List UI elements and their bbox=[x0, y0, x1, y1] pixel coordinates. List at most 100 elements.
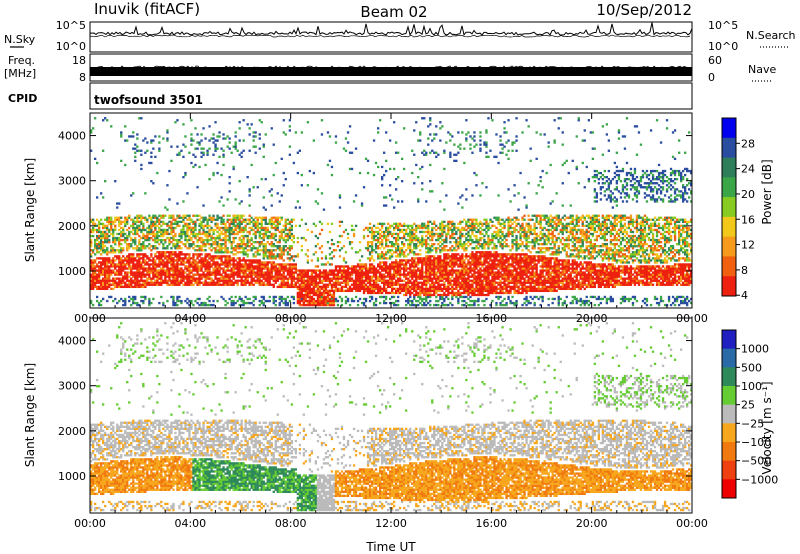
range-gate-cell bbox=[184, 267, 187, 270]
range-gate-cell bbox=[372, 301, 376, 305]
range-gate-cell bbox=[435, 275, 438, 278]
range-gate-cell bbox=[128, 259, 131, 262]
range-gate-cell bbox=[166, 269, 169, 272]
sky-noise-frame bbox=[89, 21, 693, 53]
range-gate-cell bbox=[264, 265, 267, 268]
range-gate-cell bbox=[162, 228, 165, 232]
range-gate-cell bbox=[138, 269, 141, 272]
range-gate-cell bbox=[114, 241, 117, 244]
range-gate-cell bbox=[441, 279, 444, 282]
range-gate-cell bbox=[272, 249, 275, 252]
range-gate-cell bbox=[252, 218, 255, 221]
range-gate-cell bbox=[182, 283, 185, 286]
range-gate-cell bbox=[314, 301, 318, 305]
range-gate-cell bbox=[445, 263, 448, 266]
range-gate-cell bbox=[320, 287, 324, 291]
range-gate-cell bbox=[116, 285, 119, 289]
range-gate-cell bbox=[136, 281, 139, 284]
range-gate-cell bbox=[150, 226, 153, 230]
range-gate-cell bbox=[204, 257, 207, 260]
range-gate-cell bbox=[186, 261, 189, 264]
range-gate-cell bbox=[278, 241, 281, 244]
range-gate-cell bbox=[441, 232, 444, 236]
range-gate-cell bbox=[184, 277, 187, 280]
range-gate-cell bbox=[423, 293, 426, 297]
range-gate-cell bbox=[427, 287, 430, 291]
range-gate-cell bbox=[148, 303, 151, 307]
range-gate-cell bbox=[453, 253, 456, 256]
range-gate-cell bbox=[381, 222, 384, 226]
range-gate-cell bbox=[98, 281, 101, 284]
range-gate-cell bbox=[411, 226, 414, 230]
range-gate-cell bbox=[401, 247, 404, 250]
range-gate-cell bbox=[451, 287, 454, 291]
range-gate-cell bbox=[230, 275, 233, 278]
range-gate-cell bbox=[212, 232, 215, 236]
range-gate-cell bbox=[138, 259, 141, 262]
range-gate-cell bbox=[150, 218, 153, 221]
range-gate-cell bbox=[106, 228, 109, 232]
range-gate-cell bbox=[220, 238, 223, 242]
range-gate-cell bbox=[152, 265, 155, 268]
range-gate-cell bbox=[156, 255, 159, 258]
range-gate-cell bbox=[190, 137, 193, 140]
range-gate-cell bbox=[441, 263, 444, 266]
range-gate-cell bbox=[240, 220, 243, 224]
range-gate-cell bbox=[385, 253, 388, 256]
range-gate-cell bbox=[437, 271, 440, 274]
range-gate-cell bbox=[379, 273, 382, 276]
range-gate-cell bbox=[280, 275, 283, 278]
range-gate-cell bbox=[234, 265, 237, 268]
range-gate-cell bbox=[443, 293, 446, 297]
range-gate-cell bbox=[120, 135, 123, 138]
range-gate-cell bbox=[449, 261, 452, 264]
range-gate-cell bbox=[198, 245, 201, 248]
range-gate-cell bbox=[222, 243, 225, 246]
range-gate-cell bbox=[274, 216, 277, 219]
range-gate-cell bbox=[236, 247, 239, 250]
range-gate-cell bbox=[368, 295, 372, 299]
range-gate-cell bbox=[110, 247, 113, 250]
range-gate-cell bbox=[300, 277, 304, 280]
range-gate-cell bbox=[453, 226, 456, 230]
range-gate-cell bbox=[194, 147, 197, 150]
range-gate-cell bbox=[374, 269, 378, 272]
range-gate-cell bbox=[232, 236, 235, 240]
range-gate-cell bbox=[168, 275, 171, 278]
range-gate-cell bbox=[238, 247, 241, 250]
range-gate-cell bbox=[122, 234, 125, 238]
range-gate-cell bbox=[429, 119, 432, 122]
range-gate-cell bbox=[296, 301, 300, 305]
range-gate-cell bbox=[230, 247, 233, 250]
range-gate-cell bbox=[228, 277, 231, 280]
range-gate-cell bbox=[260, 236, 263, 240]
range-gate-cell bbox=[206, 224, 209, 228]
range-gate-cell bbox=[381, 273, 384, 276]
range-gate-cell bbox=[148, 265, 151, 268]
range-gate-cell bbox=[128, 283, 131, 286]
range-gate-cell bbox=[370, 265, 374, 268]
range-gate-cell bbox=[306, 293, 310, 297]
range-gate-cell bbox=[188, 234, 191, 238]
range-gate-cell bbox=[136, 247, 139, 250]
range-gate-cell bbox=[443, 167, 446, 171]
range-gate-cell bbox=[443, 247, 446, 250]
range-gate-cell bbox=[120, 232, 123, 236]
range-gate-cell bbox=[238, 127, 241, 130]
range-gate-cell bbox=[174, 275, 177, 278]
range-gate-cell bbox=[381, 184, 384, 187]
range-gate-cell bbox=[238, 295, 241, 299]
range-gate-cell bbox=[246, 255, 249, 258]
range-gate-cell bbox=[148, 277, 151, 280]
range-gate-cell bbox=[350, 273, 354, 276]
range-gate-cell bbox=[226, 145, 229, 148]
range-gate-cell bbox=[134, 228, 137, 232]
range-gate-cell bbox=[180, 301, 183, 305]
range-gate-cell bbox=[200, 259, 203, 262]
range-gate-cell bbox=[443, 228, 446, 232]
range-gate-cell bbox=[399, 261, 402, 264]
range-gate-cell bbox=[214, 222, 217, 226]
range-gate-cell bbox=[220, 173, 223, 177]
range-gate-cell bbox=[120, 159, 123, 163]
range-gate-cell bbox=[108, 283, 111, 286]
